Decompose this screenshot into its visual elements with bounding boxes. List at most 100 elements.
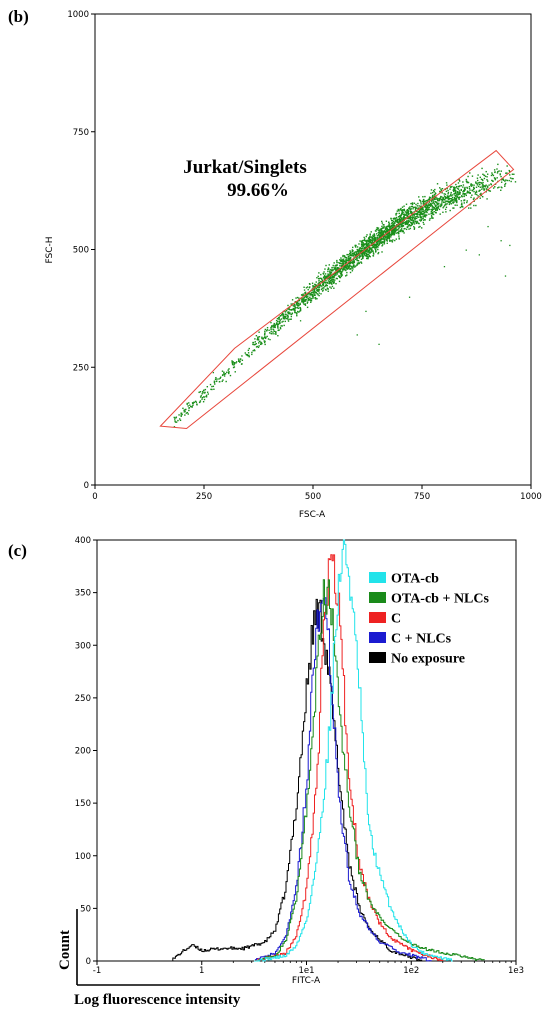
- scatter-point: [327, 276, 329, 278]
- scatter-point: [313, 286, 315, 288]
- scatter-point: [231, 360, 233, 362]
- scatter-point: [317, 289, 319, 291]
- scatter-point: [369, 234, 371, 236]
- scatter-point: [394, 225, 396, 227]
- scatter-point: [348, 264, 351, 267]
- scatter-point: [449, 198, 451, 200]
- scatter-point: [389, 227, 391, 229]
- scatter-point: [443, 193, 445, 195]
- scatter-point: [418, 210, 421, 213]
- scatter-point: [377, 248, 379, 251]
- scatter-point: [419, 208, 421, 210]
- scatter-point: [354, 255, 356, 257]
- scatter-point: [409, 206, 411, 208]
- scatter-point: [365, 243, 368, 246]
- scatter-point: [337, 267, 340, 269]
- scatter-point: [189, 404, 191, 406]
- scatter-point: [439, 204, 441, 206]
- scatter-point: [331, 266, 333, 269]
- scatter-point: [347, 258, 349, 261]
- scatter-point: [331, 275, 334, 278]
- scatter-point: [349, 271, 352, 274]
- scatter-point: [438, 208, 441, 211]
- scatter-point: [340, 272, 343, 274]
- scatter-point: [431, 195, 434, 198]
- scatter-point: [428, 208, 430, 211]
- scatter-point: [314, 296, 317, 299]
- scatter-point: [365, 255, 368, 257]
- y-tick-label: 200: [75, 747, 91, 757]
- scatter-point: [462, 181, 464, 183]
- scatter-point: [413, 226, 415, 228]
- scatter-point: [175, 417, 177, 419]
- scatter-point: [376, 226, 378, 229]
- scatter-point: [485, 170, 487, 173]
- outlier-point: [408, 296, 411, 298]
- scatter-point: [377, 246, 379, 248]
- scatter-point: [346, 274, 348, 276]
- scatter-point: [330, 273, 332, 275]
- scatter-point: [342, 268, 345, 271]
- scatter-point: [406, 211, 409, 214]
- scatter-point: [351, 270, 354, 272]
- scatter-point: [409, 227, 412, 230]
- scatter-point: [397, 228, 399, 231]
- scatter-point: [228, 368, 230, 370]
- scatter-point: [254, 349, 256, 352]
- scatter-point: [459, 192, 461, 194]
- scatter-point: [458, 179, 460, 181]
- scatter-point: [384, 227, 387, 229]
- scatter-point: [407, 223, 409, 226]
- outlier-point: [443, 265, 446, 268]
- scatter-point: [403, 228, 405, 230]
- scatter-point: [485, 191, 487, 193]
- singlets-gate[interactable]: [159, 149, 515, 429]
- scatter-point: [332, 281, 334, 284]
- scatter-point: [450, 203, 453, 205]
- scatter-point: [403, 215, 406, 217]
- scatter-point: [318, 286, 321, 288]
- scatter-point: [334, 269, 337, 271]
- scatter-point: [421, 200, 424, 203]
- scatter-point: [278, 320, 281, 323]
- scatter-point: [392, 228, 395, 231]
- scatter-point: [306, 286, 309, 288]
- scatter-point: [303, 297, 305, 299]
- scatter-point: [447, 191, 450, 194]
- scatter-point: [295, 297, 297, 299]
- scatter-point: [356, 263, 358, 266]
- scatter-point: [469, 192, 471, 195]
- scatter-point: [362, 255, 364, 257]
- scatter-point: [336, 270, 339, 272]
- scatter-point: [354, 246, 357, 248]
- scatter-point: [204, 388, 207, 391]
- scatter-point: [446, 195, 449, 197]
- scatter-point: [405, 222, 407, 224]
- scatter-point: [473, 204, 475, 207]
- scatter-point: [420, 211, 423, 213]
- scatter-point: [470, 196, 472, 199]
- scatter-point: [186, 402, 188, 405]
- scatter-point: [458, 198, 460, 200]
- scatter-point: [425, 207, 428, 210]
- scatter-point: [477, 174, 479, 176]
- scatter-point: [407, 220, 410, 222]
- scatter-point: [466, 190, 469, 192]
- scatter-point: [353, 264, 355, 267]
- scatter-point: [434, 198, 436, 200]
- scatter-point: [316, 289, 318, 292]
- scatter-point: [258, 345, 260, 347]
- scatter-point: [283, 324, 285, 327]
- scatter-point: [325, 279, 327, 282]
- scatter-point: [359, 240, 361, 242]
- scatter-point: [365, 242, 368, 244]
- scatter-points: [173, 163, 517, 428]
- scatter-point: [322, 273, 325, 275]
- scatter-point: [445, 211, 447, 213]
- scatter-point: [367, 245, 370, 248]
- scatter-point: [388, 221, 390, 224]
- scatter-point: [262, 338, 264, 340]
- scatter-point: [424, 200, 426, 203]
- scatter-point: [490, 183, 493, 186]
